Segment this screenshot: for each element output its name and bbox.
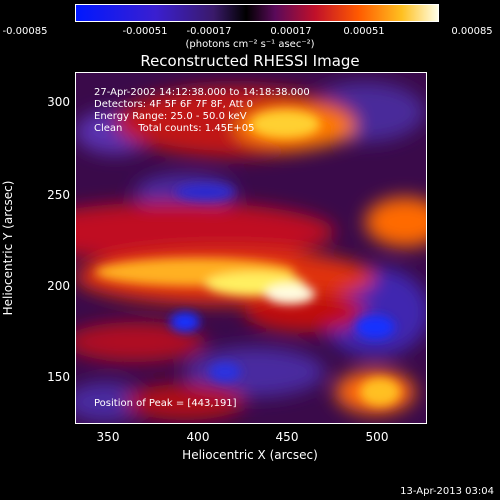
annotation-peak: Position of Peak = [443,191] <box>94 398 237 409</box>
colorbar-gradient <box>76 5 438 21</box>
annotation-clean: Clean Total counts: 1.45E+05 <box>94 123 255 134</box>
colorbar <box>75 4 439 22</box>
x-axis-label: Heliocentric X (arcsec) <box>182 448 318 462</box>
colorbar-tick: 0.00017 <box>270 26 312 37</box>
y-tick-label: 250 <box>47 188 70 202</box>
y-axis-label: Heliocentric Y (arcsec) <box>1 180 15 316</box>
annotation-energy: Energy Range: 25.0 - 50.0 keV <box>94 111 247 122</box>
colorbar-units: (photons cm⁻² s⁻¹ asec⁻²) <box>185 39 315 50</box>
y-tick-label: 150 <box>47 370 70 384</box>
annotation-time-range: 27-Apr-2002 14:12:38.000 to 14:18:38.000 <box>94 87 310 98</box>
colorbar-tick: -0.00085 <box>2 26 48 37</box>
colorbar-tick: 0.00051 <box>343 26 385 37</box>
colorbar-tick: -0.00051 <box>122 26 168 37</box>
x-tick-label: 400 <box>186 430 210 444</box>
annotation-detectors: Detectors: 4F 5F 6F 7F 8F, Att 0 <box>94 99 254 110</box>
rhessi-image: 27-Apr-2002 14:12:38.000 to 14:18:38.000… <box>75 72 427 424</box>
x-tick-label: 450 <box>275 430 299 444</box>
x-tick-label: 350 <box>96 430 120 444</box>
rhessi-image-canvas <box>75 72 427 424</box>
y-tick-label: 200 <box>47 279 70 293</box>
footer-timestamp: 13-Apr-2013 03:04 <box>400 486 494 497</box>
y-tick-label: 300 <box>47 95 70 109</box>
colorbar-tick: 0.00085 <box>451 26 493 37</box>
colorbar-tick: -0.00017 <box>186 26 232 37</box>
image-title: Reconstructed RHESSI Image <box>140 52 360 70</box>
x-tick-label: 500 <box>365 430 389 444</box>
